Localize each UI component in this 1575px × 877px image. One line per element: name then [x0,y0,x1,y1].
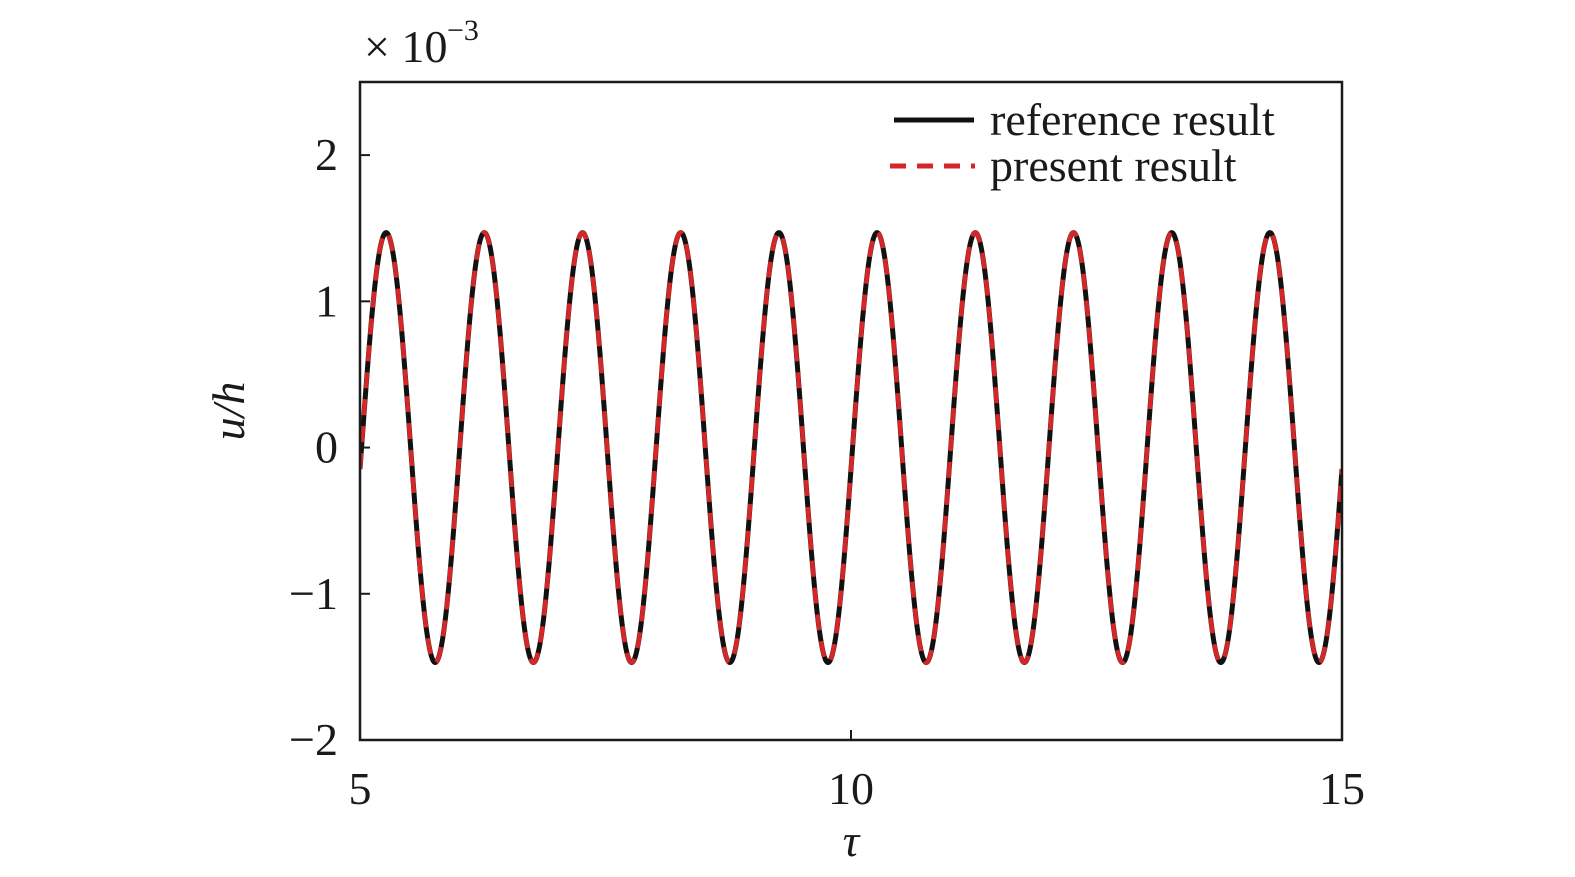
y-axis-exponent-base: × 10 [364,21,447,72]
y-axis-exponent: × 10 −3 [364,14,479,72]
y-axis-exponent-power: −3 [447,14,479,47]
y-tick-label: −2 [289,714,338,765]
x-axis-title: τ [843,815,861,866]
y-tick-label: −1 [289,568,338,619]
plot-area: −2 −1 0 1 2 5 10 15 τ u/h [203,80,1365,866]
y-tick-label: 0 [315,422,338,473]
x-tick-label: 15 [1319,763,1365,814]
x-tick-label: 10 [828,763,874,814]
legend-label-reference: reference result [990,94,1275,145]
y-tick-label: 1 [315,275,338,326]
x-tick-label: 5 [349,763,372,814]
y-axis-title: u/h [203,382,254,441]
y-tick-label: 2 [315,129,338,180]
legend-label-present: present result [990,140,1237,191]
series-line-present [360,230,1342,665]
